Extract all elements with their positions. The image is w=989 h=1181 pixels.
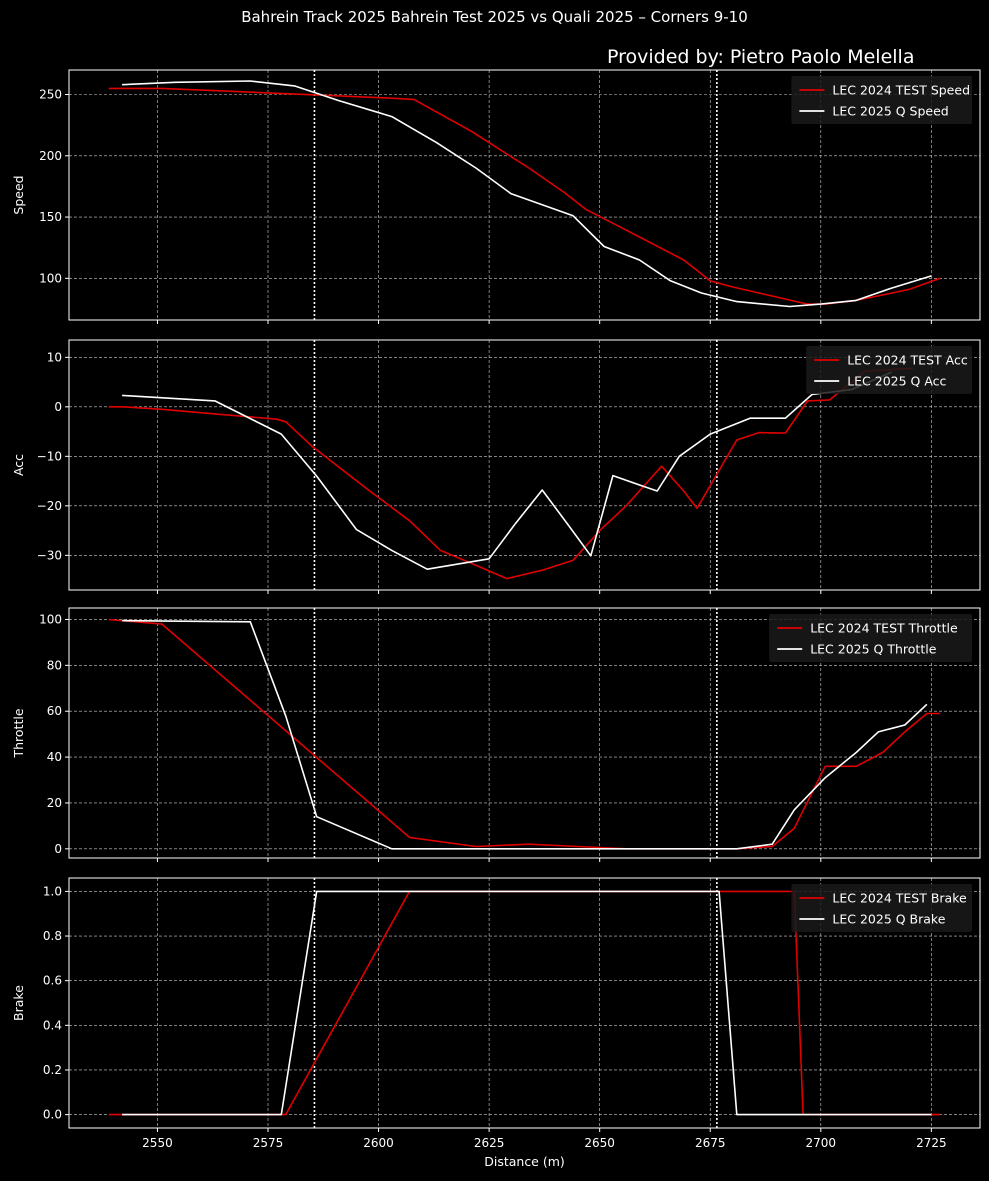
y-tick-label: 200 [39,149,62,163]
x-tick-label: 2625 [474,1136,505,1150]
panel-acc: −30 −20 −10 0 10 Acc LEC 2024 TEST Acc LEC 2025… [11,339,981,594]
legend-box [791,76,972,124]
x-tick-label: 2550 [142,1136,173,1150]
y-axis-label: Speed [11,175,26,214]
y-axis-label: Brake [11,985,26,1021]
y-tick-label: −20 [37,499,62,513]
legend: LEC 2024 TEST Throttle LEC 2025 Q Throttl… [769,614,972,662]
y-tick-label: 1.0 [43,884,62,898]
y-tick-label: 0.0 [43,1108,62,1122]
y-tick-label: 80 [47,658,62,672]
legend-label: LEC 2024 TEST Brake [832,891,967,906]
x-tick-label: 2600 [363,1136,394,1150]
legend-box [806,346,972,394]
legend: LEC 2024 TEST Acc LEC 2025 Q Acc [806,346,972,394]
series-line-quali [122,619,928,850]
x-tick-label: 2675 [695,1136,726,1150]
chart-title: Bahrein Track 2025 Bahrein Test 2025 vs … [241,8,748,26]
y-tick-label: 0.6 [43,974,62,988]
y-tick-label: 150 [39,210,62,224]
y-tick-label: 0 [54,842,62,856]
y-tick-label: 40 [47,750,62,764]
legend-label: LEC 2025 Q Speed [832,104,948,119]
legend-label: LEC 2024 TEST Throttle [810,621,958,636]
y-tick-label: 250 [39,88,62,102]
legend-label: LEC 2024 TEST Speed [832,83,970,98]
y-tick-label: 0.8 [43,929,62,943]
y-tick-label: 100 [39,612,62,626]
plot-frame [68,607,981,859]
y-tick-label: −10 [37,449,62,463]
plot-frame [68,69,981,321]
y-tick-label: 10 [47,350,62,364]
y-tick-label: 0.4 [43,1018,62,1032]
legend-label: LEC 2025 Q Acc [847,374,946,389]
panel-throttle: 0 20 40 60 80 100 Throttle LEC 2024 TEST Thrott… [11,607,981,862]
y-tick-label: 20 [47,796,62,810]
legend-label: LEC 2024 TEST Acc [847,353,968,368]
series-line-test [108,618,941,850]
x-tick-label: 2700 [806,1136,837,1150]
legend: LEC 2024 TEST Speed LEC 2025 Q Speed [791,76,972,124]
plot-frame [68,877,981,1129]
legend: LEC 2024 TEST Brake LEC 2025 Q Brake [791,884,972,932]
legend-label: LEC 2025 Q Brake [832,912,945,927]
series-line-quali [122,890,932,1116]
x-axis-label: Distance (m) [484,1154,565,1169]
series-line-test [108,367,914,580]
legend-box [769,614,972,662]
y-tick-label: 100 [39,271,62,285]
y-tick-label: 0.2 [43,1063,62,1077]
x-tick-label: 2650 [584,1136,615,1150]
y-axis-label: Throttle [11,708,26,758]
credit-text: Provided by: Pietro Paolo Melella [607,46,915,68]
x-tick-label: 2575 [253,1136,284,1150]
panel-brake: 0.0 0.2 0.4 0.6 0.8 1.0 Brake LEC 2024 TEST Bra… [11,877,981,1169]
y-axis-label: Acc [11,454,26,476]
y-tick-label: 0 [54,400,62,414]
legend-label: LEC 2025 Q Throttle [810,642,937,657]
legend-box [791,884,972,932]
y-tick-label: −30 [37,548,62,562]
x-tick-label: 2725 [916,1136,947,1150]
series-line-quali [122,80,932,308]
series-line-quali [122,371,892,571]
plot-frame [68,339,981,591]
y-tick-label: 60 [47,704,62,718]
